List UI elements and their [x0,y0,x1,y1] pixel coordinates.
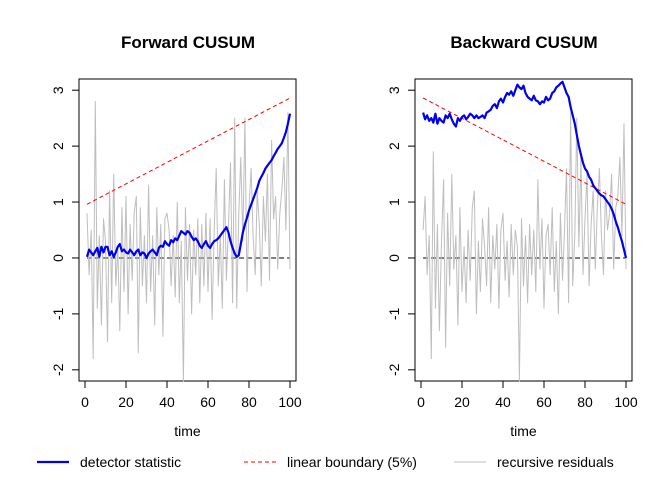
legend-label-linear-boundary-5: linear boundary (5%) [287,454,417,470]
series-detector-statistic-line [85,113,292,260]
panel-title: Forward CUSUM [121,33,255,52]
panel-title: Backward CUSUM [450,33,597,52]
x-tick-label: 20 [118,394,134,410]
backward-cusum-panel: Backward CUSUM 0 20 40 60 80 100 -2 -1 0 1 2 3 time [386,33,638,439]
x-tick-label: 80 [577,394,593,410]
plot-frame [414,78,633,382]
legend-label-detector-statistic: detector statistic [80,454,181,470]
x-tick-label: 40 [159,394,175,410]
x-tick-label: 60 [200,394,216,410]
x-tick-label: 100 [614,394,638,410]
y-tick-label: 2 [50,142,66,150]
x-tick-label: 80 [241,394,257,410]
x-tick-label: 0 [81,394,89,410]
y-tick-label: -2 [386,363,402,376]
y-tick-label: 0 [50,254,66,262]
y-tick-label: 1 [386,198,402,206]
series-recursive-residuals-line [86,100,291,382]
x-tick-label: 40 [495,394,511,410]
legend-label-recursive-residuals: recursive residuals [497,454,614,470]
x-tick-label: 100 [278,394,302,410]
x-tick-label: 0 [417,394,425,410]
series-linear-boundary-5-line [86,97,291,205]
y-tick-label: 3 [50,86,66,94]
y-tick-label: 2 [386,142,402,150]
x-tick-label: 20 [454,394,470,410]
forward-cusum-panel: Forward CUSUM 0 20 40 60 80 100 -2 -1 0 1 2 3 time [50,33,302,439]
y-tick-label: -2 [50,363,66,376]
y-tick-label: -1 [386,307,402,320]
y-tick-label: -1 [50,307,66,320]
legend: detector statistic linear boundary (5%) re… [37,454,614,470]
y-tick-label: 1 [50,198,66,206]
plot-frame [78,78,297,382]
x-tick-label: 60 [536,394,552,410]
x-axis-title: time [510,423,537,439]
series-linear-boundary-5-line [422,97,627,205]
x-axis-title: time [174,423,201,439]
y-tick-label: 3 [386,86,402,94]
y-tick-label: 0 [386,254,402,262]
series-recursive-residuals-line [422,112,627,382]
series-detector-statistic-line [422,80,628,259]
